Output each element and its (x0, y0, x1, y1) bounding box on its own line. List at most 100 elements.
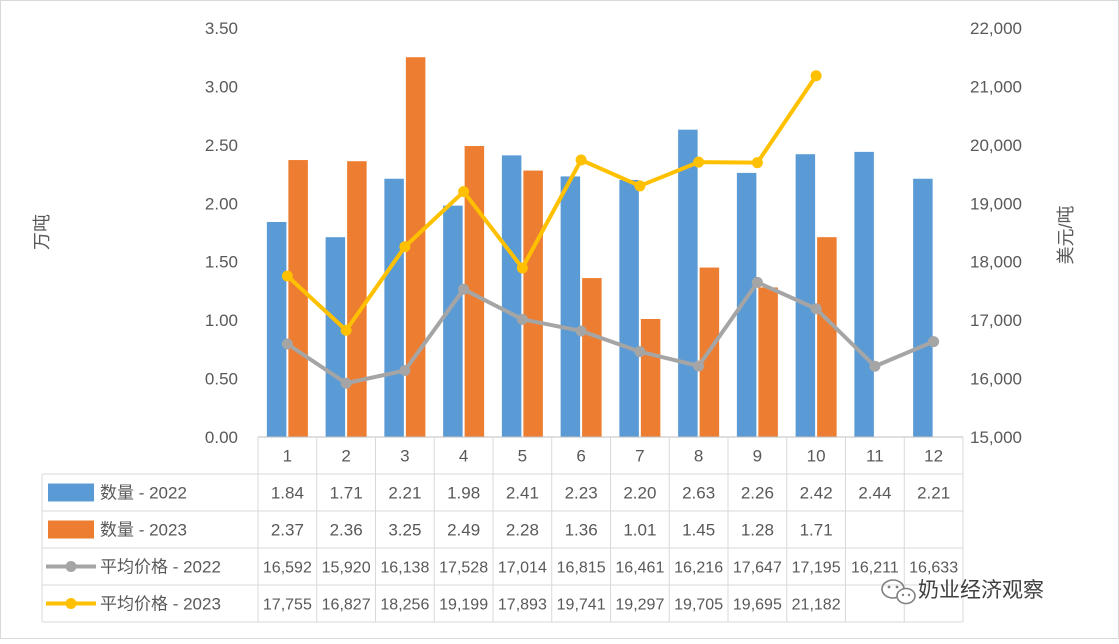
line-point-2-6 (575, 154, 587, 166)
bar-2-6 (582, 278, 602, 437)
right-tick-label: 21,000 (970, 77, 1022, 96)
line-point-2-7 (634, 180, 646, 192)
right-tick-label: 15,000 (970, 428, 1022, 447)
right-tick-label: 16,000 (970, 370, 1022, 389)
line-point-1-12 (928, 336, 940, 348)
table-value: 2.21 (388, 484, 421, 503)
table-value: 19,695 (733, 597, 782, 614)
wechat-icon (881, 579, 916, 605)
table-value: 2.44 (858, 484, 891, 503)
left-tick-label: 0.50 (205, 370, 238, 389)
bar-1-8 (678, 129, 698, 437)
line-point-2-3 (399, 241, 411, 253)
table-value: 17,893 (498, 597, 547, 614)
table-value: 16,461 (615, 560, 664, 577)
bar-1-2 (325, 237, 346, 437)
table-value: 2.63 (682, 484, 715, 503)
bar-1-3 (384, 178, 404, 437)
left-tick-label: 3.50 (205, 19, 238, 38)
table-value: 2.41 (506, 484, 539, 503)
right-tick-label: 18,000 (970, 253, 1022, 272)
table-value: 1.01 (623, 521, 656, 540)
bar-2-9 (758, 287, 778, 437)
bar-2-4 (464, 146, 485, 438)
watermark-text: 奶业经济观察 (918, 579, 1044, 602)
table-value: 17,195 (792, 560, 841, 577)
legend-swatch-marker (65, 561, 77, 572)
line-series-1 (286, 280, 935, 386)
table-value: 19,199 (439, 597, 488, 614)
table-value: 16,592 (263, 560, 312, 577)
x-tick-label: 9 (753, 447, 762, 466)
table-value: 1.71 (330, 484, 363, 503)
line-point-1-7 (634, 346, 646, 358)
line-point-2-2 (340, 324, 352, 336)
line-point-2-9 (751, 157, 763, 169)
table-value: 16,138 (380, 560, 429, 577)
table-value: 2.26 (741, 484, 774, 503)
x-tick-label: 5 (518, 447, 527, 466)
bar-1-1 (266, 221, 287, 437)
bar-2-2 (347, 161, 367, 437)
left-tick-label: 2.50 (205, 136, 238, 155)
legend-swatch (48, 520, 94, 539)
line-point-1-6 (575, 325, 587, 337)
bar-2-1 (288, 160, 308, 437)
line-point-2-5 (516, 262, 528, 274)
bar-1-4 (443, 205, 463, 437)
table-value: 17,528 (439, 560, 488, 577)
bar-1-6 (560, 176, 581, 437)
line-point-1-9 (751, 276, 763, 288)
table-value: 17,014 (498, 560, 547, 577)
bar-1-7 (619, 179, 639, 437)
x-tick-label: 1 (283, 447, 292, 466)
line-series-2 (286, 74, 818, 333)
table-value: 1.28 (741, 521, 774, 540)
legend-swatch-marker (65, 598, 77, 609)
bar-2-5 (523, 170, 543, 437)
table-value: 1.45 (682, 521, 715, 540)
watermark: 奶业经济观察 (881, 579, 1044, 605)
legend-entry: 数量 - 2022 (100, 484, 187, 503)
line-point-1-5 (516, 313, 528, 325)
table-value: 1.36 (565, 521, 598, 540)
left-tick-label: 3.00 (205, 77, 238, 96)
line-point-2-10 (810, 70, 822, 82)
left-tick-label: 1.50 (205, 253, 238, 272)
x-tick-label: 4 (459, 447, 468, 466)
bar-1-9 (736, 172, 757, 437)
right-tick-label: 20,000 (970, 136, 1022, 155)
right-axis: 15,000 16,000 17,000 18,000 19,000 20,000 21,0… (970, 19, 1022, 447)
line-point-1-2 (340, 377, 352, 389)
line-point-1-1 (281, 338, 293, 350)
line-point-2-4 (458, 186, 470, 198)
right-tick-label: 17,000 (970, 311, 1022, 330)
right-tick-label: 19,000 (970, 194, 1022, 213)
table-value: 2.28 (506, 521, 539, 540)
bar-1-11 (854, 151, 874, 437)
legend-swatch (48, 483, 94, 502)
table-value: 16,827 (322, 597, 371, 614)
table-value: 2.23 (565, 484, 598, 503)
table-value: 16,216 (674, 560, 723, 577)
table-value: 15,920 (322, 560, 371, 577)
table-value: 18,256 (380, 597, 429, 614)
bar-2-7 (640, 318, 661, 437)
table-value: 2.21 (917, 484, 950, 503)
table-value: 19,705 (674, 597, 723, 614)
x-tick-label: 3 (400, 447, 409, 466)
bar-1-10 (795, 154, 816, 437)
bar-2-10 (817, 237, 837, 437)
bar-2-3 (405, 57, 426, 437)
bar-series (266, 57, 933, 438)
line-point-2-8 (693, 156, 705, 168)
right-axis-label: 美元/吨 (1056, 205, 1076, 264)
line-point-1-8 (693, 360, 705, 372)
x-tick-label: 2 (341, 447, 350, 466)
table-value: 2.20 (623, 484, 656, 503)
left-axis-label: 万吨 (32, 214, 52, 250)
legend-entry: 平均价格 - 2022 (100, 558, 221, 577)
table-value: 1.71 (800, 521, 833, 540)
